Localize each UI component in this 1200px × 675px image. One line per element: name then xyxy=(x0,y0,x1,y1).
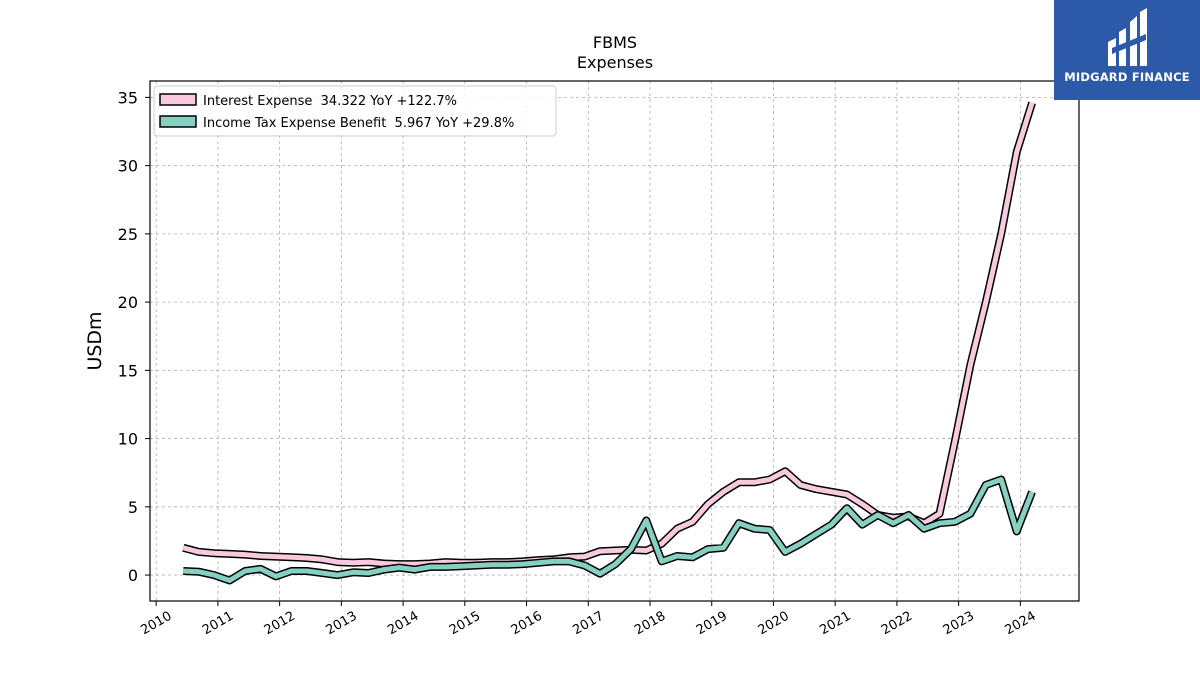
x-axis: 2010 2011 2012 2013 2014 2015 2016 2017 2018 2019… xyxy=(138,601,1039,639)
y-tick-label: 20 xyxy=(118,293,138,312)
legend-box xyxy=(153,85,557,137)
midgard-logo-icon xyxy=(1108,8,1147,66)
x-tick-label: 2010 xyxy=(138,609,174,639)
legend-label-income-tax: Income Tax Expense Benefit 5.967 YoY +29… xyxy=(203,116,514,131)
chart-subtitle: Expenses xyxy=(577,53,653,72)
y-tick-label: 15 xyxy=(118,361,138,380)
y-tick-label: 35 xyxy=(118,88,138,107)
x-tick-label: 2020 xyxy=(756,609,792,639)
series-layer xyxy=(182,101,1036,585)
logo-badge: MIDGARD FINANCE xyxy=(1054,0,1200,100)
legend-swatch-interest-expense xyxy=(159,93,197,106)
y-tick-label: 10 xyxy=(118,430,138,449)
x-tick-label: 2012 xyxy=(262,609,298,639)
plot-frame xyxy=(149,80,1080,602)
x-tick-label: 2023 xyxy=(941,609,977,639)
y-tick-label: 25 xyxy=(118,225,138,244)
chart-title: FBMS xyxy=(593,33,637,52)
grid-lines xyxy=(150,81,1079,601)
x-tick-label: 2013 xyxy=(324,609,360,639)
x-tick-label: 2016 xyxy=(509,609,545,639)
series-outline-1 xyxy=(183,475,1036,585)
y-tick-label: 5 xyxy=(128,498,138,517)
x-tick-label: 2024 xyxy=(1003,609,1039,639)
y-tick-label: 0 xyxy=(128,566,138,585)
x-tick-label: 2022 xyxy=(879,609,915,639)
x-tick-label: 2018 xyxy=(632,609,668,639)
logo-brand-text: MIDGARD FINANCE xyxy=(1064,70,1190,84)
legend-label-interest-expense: Interest Expense 34.322 YoY +122.7% xyxy=(203,94,457,109)
series-line-1 xyxy=(183,477,1035,583)
legend: Interest Expense 34.322 YoY +122.7% Inco… xyxy=(153,85,557,137)
series-outline-0 xyxy=(182,101,1036,569)
x-tick-label: 2015 xyxy=(447,609,483,639)
x-tick-label: 2011 xyxy=(200,609,236,639)
x-tick-label: 2021 xyxy=(817,609,853,639)
x-tick-label: 2017 xyxy=(570,609,606,639)
y-axis: 0 5 10 15 20 25 30 35 xyxy=(118,88,150,585)
y-axis-label: USDm xyxy=(84,311,106,370)
y-tick-label: 30 xyxy=(118,157,138,176)
series-line-0 xyxy=(182,102,1035,567)
x-tick-label: 2014 xyxy=(385,609,421,639)
x-tick-label: 2019 xyxy=(694,609,730,639)
legend-swatch-income-tax xyxy=(159,115,197,128)
